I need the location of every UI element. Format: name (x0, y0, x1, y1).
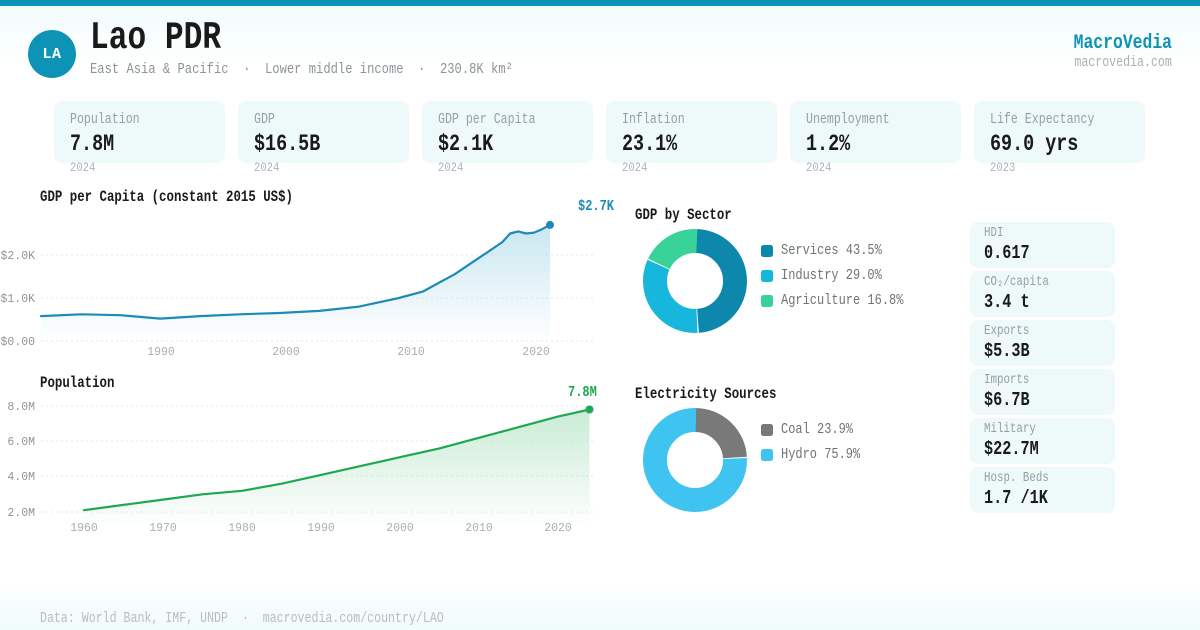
svg-text:8.0M: 8.0M (7, 401, 35, 414)
svg-text:1990: 1990 (147, 346, 175, 359)
svg-text:$1.0K: $1.0K (0, 293, 35, 306)
svg-text:2000: 2000 (272, 346, 300, 359)
svg-text:2.0M: 2.0M (7, 507, 35, 520)
svg-text:$0.00: $0.00 (0, 336, 35, 349)
svg-text:2020: 2020 (522, 346, 550, 359)
svg-text:4.0M: 4.0M (7, 471, 35, 484)
svg-text:2010: 2010 (397, 346, 425, 359)
svg-text:6.0M: 6.0M (7, 436, 35, 449)
svg-text:$2.0K: $2.0K (0, 250, 35, 263)
